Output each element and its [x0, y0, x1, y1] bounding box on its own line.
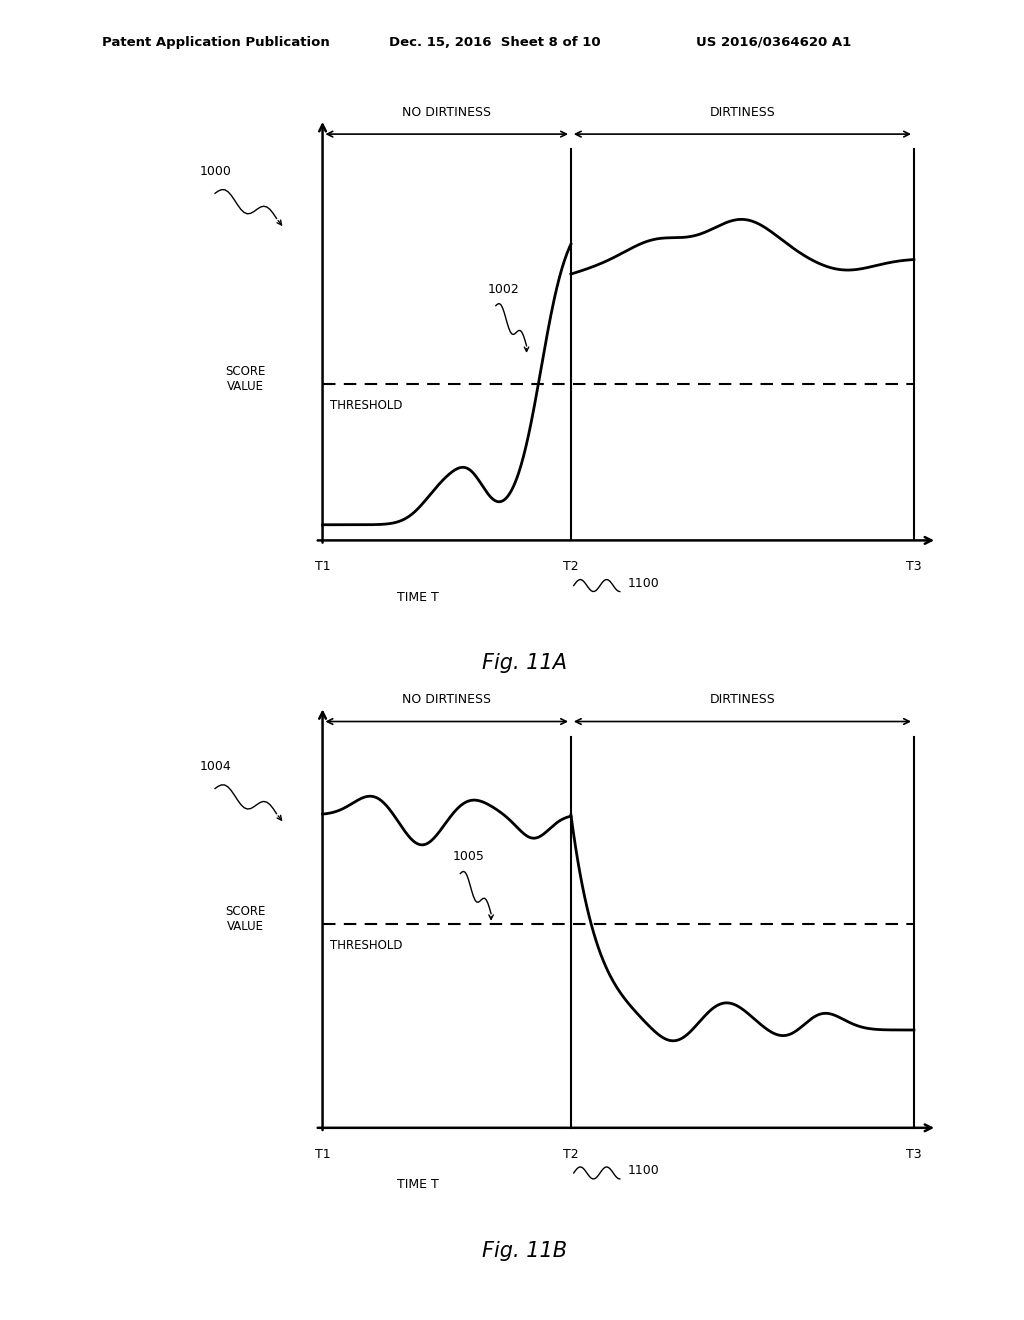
Text: TIME T: TIME T [397, 590, 439, 603]
Text: SCORE
VALUE: SCORE VALUE [225, 906, 266, 933]
Text: T3: T3 [906, 561, 922, 573]
Text: NO DIRTINESS: NO DIRTINESS [402, 693, 492, 706]
Text: Fig. 11B: Fig. 11B [481, 1241, 567, 1261]
Text: DIRTINESS: DIRTINESS [710, 693, 775, 706]
Text: T2: T2 [563, 561, 579, 573]
Text: T3: T3 [906, 1148, 922, 1160]
Text: Dec. 15, 2016  Sheet 8 of 10: Dec. 15, 2016 Sheet 8 of 10 [389, 36, 601, 49]
Text: T1: T1 [314, 1148, 331, 1160]
Text: 1000: 1000 [200, 165, 231, 178]
Text: DIRTINESS: DIRTINESS [710, 106, 775, 119]
Text: THRESHOLD: THRESHOLD [330, 940, 402, 953]
Text: US 2016/0364620 A1: US 2016/0364620 A1 [696, 36, 852, 49]
Text: T2: T2 [563, 1148, 579, 1160]
Text: SCORE
VALUE: SCORE VALUE [225, 364, 266, 393]
Text: NO DIRTINESS: NO DIRTINESS [402, 106, 492, 119]
Text: TIME T: TIME T [397, 1177, 439, 1191]
Text: 1004: 1004 [200, 760, 231, 774]
Text: Fig. 11A: Fig. 11A [481, 653, 567, 673]
Text: 1005: 1005 [453, 850, 484, 863]
Text: THRESHOLD: THRESHOLD [330, 399, 402, 412]
Text: Patent Application Publication: Patent Application Publication [102, 36, 330, 49]
Text: 1100: 1100 [628, 1164, 659, 1177]
Text: 1002: 1002 [488, 282, 520, 296]
Text: 1100: 1100 [628, 577, 659, 590]
Text: T1: T1 [314, 561, 331, 573]
